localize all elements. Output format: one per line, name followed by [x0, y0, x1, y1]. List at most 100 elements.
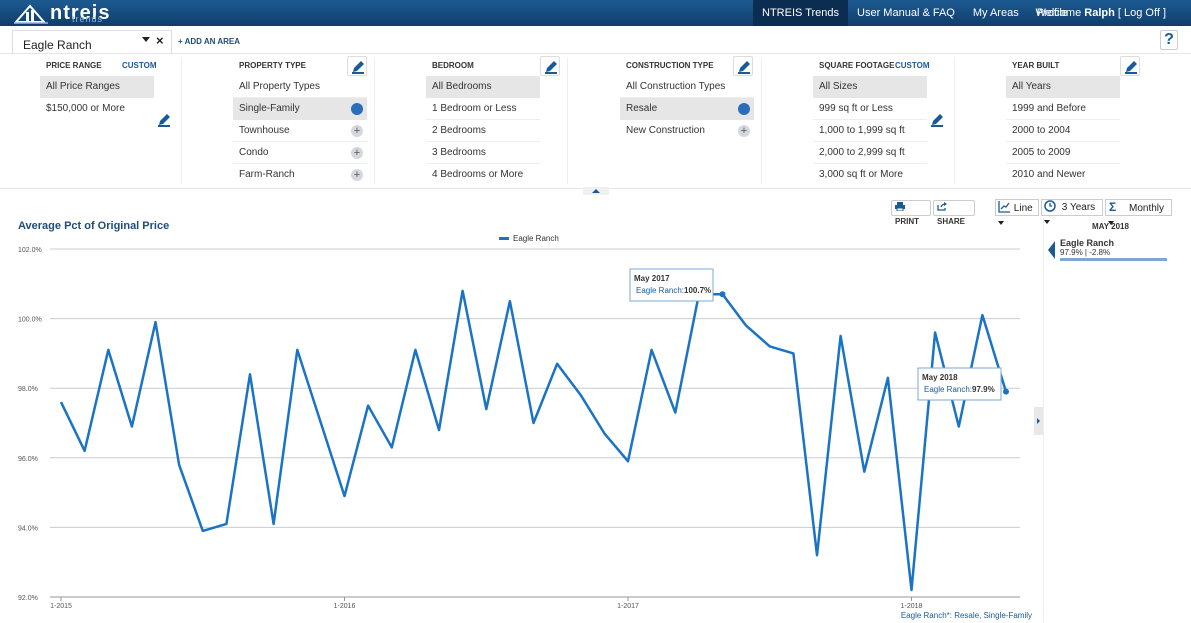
plus-icon[interactable]: + [351, 169, 363, 181]
option-label: Single-Family [239, 103, 300, 114]
y-tick-label: 102.0% [18, 247, 42, 254]
pencil-icon[interactable] [927, 110, 947, 130]
pointer-arrow-icon [1048, 241, 1055, 259]
data-point[interactable] [719, 291, 726, 298]
highlight-points [719, 291, 1009, 395]
filter-option-2010-newer[interactable]: 2010 and Newer [1012, 169, 1086, 180]
pencil-icon[interactable] [1120, 56, 1140, 76]
filter-option-1999-before[interactable]: 1999 and Before [1006, 98, 1120, 120]
pencil-icon[interactable] [540, 56, 560, 76]
chart-title: Average Pct of Original Price [18, 220, 170, 232]
share-icon [937, 202, 947, 211]
plus-icon[interactable]: + [351, 147, 363, 159]
filter-option-condo[interactable]: Condo + [233, 142, 367, 164]
y-tick-label: 98.0% [18, 386, 38, 393]
area-select[interactable]: Eagle Ranch [12, 30, 172, 54]
tooltip-value: 97.9% [972, 385, 995, 394]
line-chart-icon [998, 201, 1010, 213]
filter-option-new-construction[interactable]: New Construction + [620, 120, 754, 142]
option-label: Townhouse [239, 125, 290, 136]
filter-option-farm-ranch[interactable]: Farm-Ranch + [233, 164, 367, 186]
pencil-icon[interactable] [733, 56, 753, 76]
filter-option-price-150k[interactable]: $150,000 or More [46, 103, 125, 114]
close-icon[interactable]: × [156, 33, 164, 48]
option-label: Resale [626, 103, 658, 114]
nav-ntreis-trends[interactable]: NTREIS Trends [753, 0, 849, 26]
share-label: SHARE [937, 217, 966, 226]
filter-option-single-family[interactable]: Single-Family [233, 98, 367, 120]
filter-option-all-construction[interactable]: All Construction Types [620, 76, 754, 98]
filter-option-townhouse[interactable]: Townhouse + [233, 120, 367, 142]
data-point[interactable] [1003, 388, 1009, 395]
filter-square-footage: SQUARE FOOTAGE CUSTOM [813, 58, 953, 75]
filter-option-2000-2004[interactable]: 2000 to 2004 [1006, 120, 1120, 142]
side-value-bar [1060, 258, 1167, 261]
filter-option-4-bedrooms[interactable]: 4 Bedrooms or More [432, 169, 524, 180]
filter-option-999-sqft[interactable]: 999 sq ft or Less [813, 98, 927, 120]
chevron-down-icon [1108, 221, 1114, 226]
chart-type-dropdown[interactable]: Line [995, 199, 1039, 226]
filter-option-2005-2009[interactable]: 2005 to 2009 [1006, 142, 1120, 164]
divider [374, 58, 375, 184]
area-bar: Eagle Ranch × + ADD AN AREA ? [0, 26, 1191, 54]
help-icon[interactable]: ? [1160, 30, 1178, 50]
x-tick-label: 1-2015 [50, 603, 72, 610]
share-button[interactable]: SHARE [933, 200, 975, 226]
custom-link[interactable]: CUSTOM [895, 61, 930, 70]
series-line-eagle-ranch[interactable] [59, 289, 1008, 592]
nav-user-manual[interactable]: User Manual & FAQ [857, 7, 955, 19]
sigma-icon: Σ [1109, 200, 1117, 214]
filter-title: BEDROOM [432, 61, 474, 70]
filter-option-1-bedroom[interactable]: 1 Bedroom or Less [426, 98, 540, 120]
filter-option-1000-1999-sqft[interactable]: 1,000 to 1,999 sq ft [813, 120, 927, 142]
legend-swatch [499, 237, 509, 240]
filter-option-all-bedrooms[interactable]: All Bedrooms [426, 76, 540, 98]
tooltip-box [629, 268, 714, 302]
add-area-button[interactable]: + ADD AN AREA [178, 37, 241, 46]
divider [181, 58, 182, 184]
selected-dot-icon [738, 103, 750, 115]
side-panel-toggle[interactable] [1034, 407, 1043, 435]
filter-title: CONSTRUCTION TYPE [626, 61, 714, 70]
welcome-text: Welcome Ralph [ Log Off ] [1036, 0, 1166, 26]
nav-my-areas[interactable]: My Areas [972, 7, 1019, 19]
nav-profile[interactable]: Profile [1036, 7, 1068, 19]
main-nav: NTREIS Trends User Manual & FAQ My Areas… [753, 0, 1077, 26]
selected-dot-icon [351, 103, 363, 115]
print-button[interactable]: PRINT [891, 200, 931, 226]
period-value: Monthly [1128, 203, 1164, 214]
plus-icon[interactable]: + [738, 125, 750, 137]
y-tick-label: 96.0% [18, 456, 38, 463]
filter-option-all-years[interactable]: All Years [1006, 76, 1120, 98]
time-range-dropdown[interactable]: 3 Years [1041, 199, 1103, 225]
chart-legend[interactable]: Eagle Ranch [499, 234, 559, 243]
filter-title: YEAR BUILT [1012, 61, 1060, 70]
option-label: Condo [239, 147, 269, 158]
filter-option-3-bedrooms[interactable]: 3 Bedrooms [426, 142, 540, 164]
x-tick-label: 1-2016 [334, 603, 356, 610]
filter-bedroom: BEDROOM [426, 58, 596, 75]
filter-option-2-bedrooms[interactable]: 2 Bedrooms [426, 120, 540, 142]
clock-icon [1044, 200, 1056, 212]
collapse-filters-button[interactable] [583, 187, 609, 195]
filter-option-3000-sqft[interactable]: 3,000 sq ft or More [819, 169, 903, 180]
filter-option-resale[interactable]: Resale [620, 98, 754, 120]
filter-option-all-sizes[interactable]: All Sizes [813, 76, 927, 98]
logoff-link[interactable]: [ Log Off ] [1117, 7, 1166, 19]
chevron-down-icon[interactable] [142, 37, 150, 42]
filter-option-all-price[interactable]: All Price Ranges [40, 76, 154, 98]
welcome-prefix: Welcome [1035, 7, 1082, 19]
period-dropdown[interactable]: Σ Monthly [1105, 199, 1172, 226]
pencil-icon[interactable] [347, 56, 367, 76]
side-series-value: 97.9% | -2.8% [1060, 248, 1111, 257]
tooltip-month: May 2017 [634, 274, 670, 283]
tooltip-value: 100.7% [684, 286, 711, 295]
brand-logo[interactable]: ntreis [14, 1, 110, 25]
plus-icon[interactable]: + [351, 125, 363, 137]
pencil-icon[interactable] [154, 110, 174, 130]
filter-construction-type: CONSTRUCTION TYPE [620, 58, 790, 75]
filter-option-all-property[interactable]: All Property Types [233, 76, 367, 98]
filter-option-2000-2999-sqft[interactable]: 2,000 to 2,999 sq ft [813, 142, 927, 164]
custom-link[interactable]: CUSTOM [122, 61, 157, 70]
